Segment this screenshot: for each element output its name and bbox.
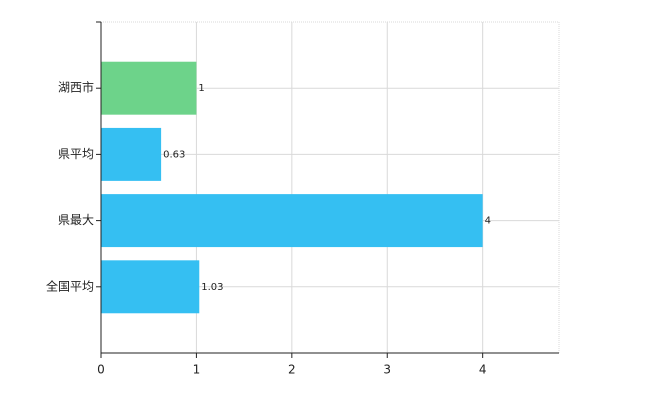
x-tick-label: 2 bbox=[288, 363, 296, 377]
x-tick-label: 4 bbox=[479, 363, 487, 377]
x-tick-label: 1 bbox=[193, 363, 201, 377]
bar bbox=[101, 127, 162, 181]
value-label: 0.63 bbox=[163, 149, 185, 160]
value-label: 1 bbox=[198, 83, 204, 94]
bar bbox=[101, 194, 483, 248]
y-tick-label: 県平均 bbox=[58, 147, 94, 161]
x-tick-label: 0 bbox=[97, 363, 105, 377]
y-tick-label: 全国平均 bbox=[46, 278, 94, 293]
bar bbox=[101, 61, 197, 115]
y-tick-label: 湖西市 bbox=[58, 80, 94, 95]
value-label: 1.03 bbox=[201, 282, 223, 293]
y-tick-label: 県最大 bbox=[58, 213, 94, 227]
value-label: 4 bbox=[485, 216, 491, 227]
x-tick-label: 3 bbox=[383, 363, 391, 377]
bar bbox=[101, 260, 200, 314]
